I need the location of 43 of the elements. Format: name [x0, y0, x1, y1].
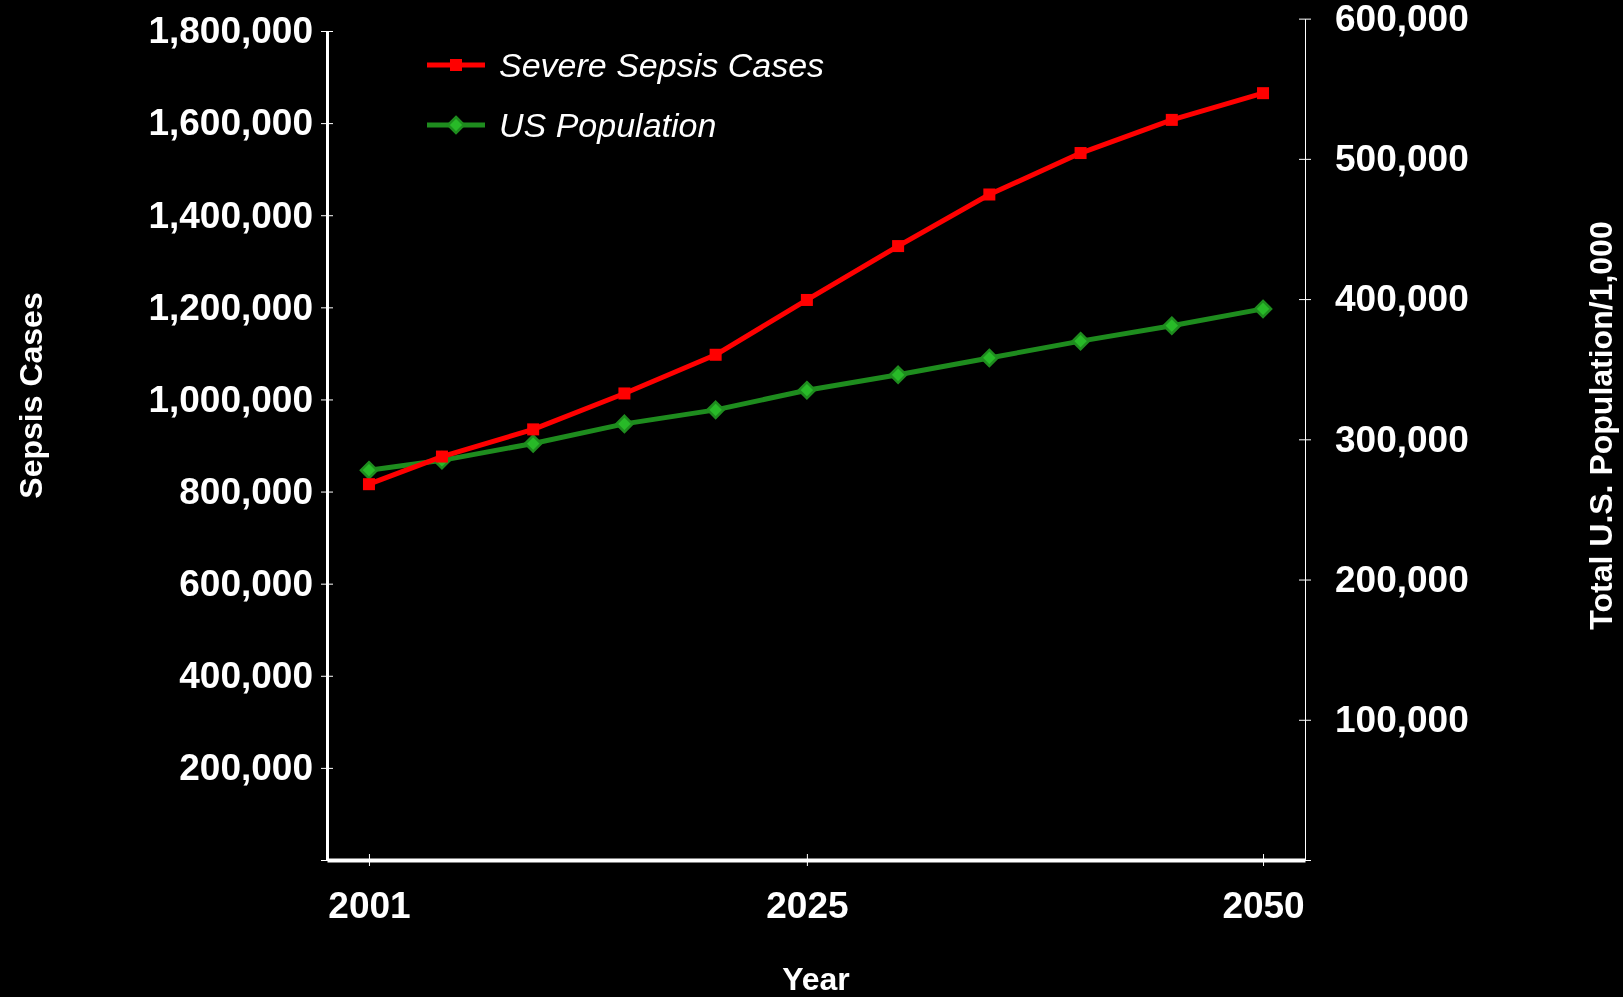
point — [1165, 113, 1178, 126]
y2-tick-label: 100,000 — [1335, 699, 1469, 741]
y2-tick-label: 300,000 — [1335, 418, 1469, 460]
y-tick-label: 800,000 — [179, 470, 313, 512]
point — [362, 478, 375, 491]
point — [800, 293, 813, 306]
point — [1162, 316, 1182, 335]
y-tick-label: 1,000,000 — [148, 378, 313, 420]
x-axis-title: Year — [782, 961, 850, 997]
x-tick-label: 2050 — [1222, 885, 1305, 927]
y2-axis-title: Total U.S. Population/1,000 — [1583, 221, 1619, 630]
x-tick-label: 2025 — [766, 885, 849, 927]
point — [1074, 147, 1087, 160]
point — [1257, 87, 1270, 100]
y-tick-label: 600,000 — [179, 563, 313, 605]
legend-label: US Population — [499, 105, 717, 144]
point — [523, 434, 543, 453]
point — [706, 400, 725, 420]
point — [980, 348, 999, 368]
point — [983, 188, 996, 201]
point — [797, 380, 817, 400]
y-tick-label: 1,200,000 — [148, 286, 313, 328]
y2-tick-label: 400,000 — [1335, 278, 1469, 320]
x-tick-label: 2001 — [328, 885, 411, 927]
y2-tick-label: 200,000 — [1335, 558, 1469, 600]
y-tick-label: 200,000 — [179, 747, 313, 789]
y-axis-title: Sepsis Cases — [13, 292, 49, 499]
legend-label: Severe Sepsis Cases — [499, 45, 825, 84]
point — [615, 414, 634, 434]
point — [359, 460, 379, 480]
y2-tick-label: 500,000 — [1335, 138, 1469, 180]
point — [1071, 331, 1090, 351]
y-tick-label: 1,600,000 — [148, 102, 313, 144]
point — [892, 240, 905, 253]
point — [709, 348, 722, 361]
y2-tick-label: 600,000 — [1335, 0, 1469, 39]
y-tick-label: 400,000 — [179, 655, 313, 697]
point — [618, 387, 631, 400]
point — [527, 423, 540, 436]
point — [1253, 299, 1273, 319]
y-tick-label: 1,400,000 — [148, 194, 313, 236]
point — [888, 365, 908, 385]
y-tick-label: 1,800,000 — [148, 10, 313, 52]
